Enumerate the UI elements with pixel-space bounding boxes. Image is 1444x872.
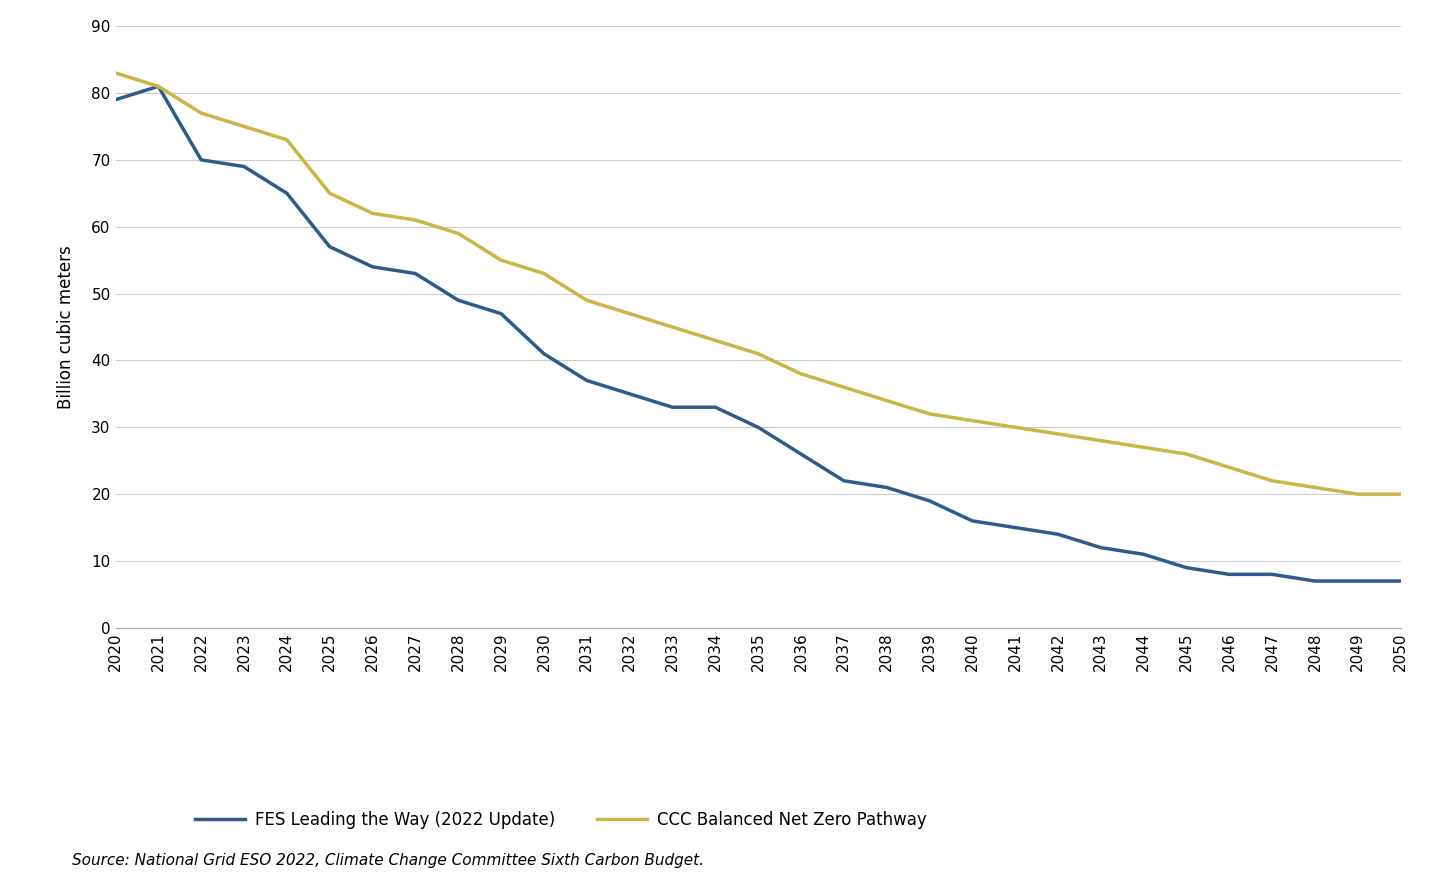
CCC Balanced Net Zero Pathway [621,309,638,319]
CCC Balanced Net Zero Pathway [364,208,381,219]
CCC Balanced Net Zero Pathway [1092,435,1109,446]
CCC Balanced Net Zero Pathway [235,121,253,132]
CCC Balanced Net Zero Pathway [321,188,338,199]
CCC Balanced Net Zero Pathway [835,382,852,392]
FES Leading the Way (2022 Update) [1307,576,1324,586]
FES Leading the Way (2022 Update) [878,482,895,493]
FES Leading the Way (2022 Update) [150,81,168,92]
CCC Balanced Net Zero Pathway [536,269,553,279]
CCC Balanced Net Zero Pathway [1307,482,1324,493]
FES Leading the Way (2022 Update) [793,449,810,460]
Line: CCC Balanced Net Zero Pathway: CCC Balanced Net Zero Pathway [116,73,1401,494]
CCC Balanced Net Zero Pathway [1392,489,1409,500]
FES Leading the Way (2022 Update) [1092,542,1109,553]
Text: Source: National Grid ESO 2022, Climate Change Committee Sixth Carbon Budget.: Source: National Grid ESO 2022, Climate … [72,853,705,868]
CCC Balanced Net Zero Pathway [921,409,939,419]
Line: FES Leading the Way (2022 Update): FES Leading the Way (2022 Update) [116,86,1401,581]
Legend: FES Leading the Way (2022 Update), CCC Balanced Net Zero Pathway: FES Leading the Way (2022 Update), CCC B… [188,805,933,836]
CCC Balanced Net Zero Pathway [492,255,510,265]
FES Leading the Way (2022 Update) [835,475,852,486]
FES Leading the Way (2022 Update) [536,349,553,359]
FES Leading the Way (2022 Update) [492,309,510,319]
FES Leading the Way (2022 Update) [279,188,296,199]
CCC Balanced Net Zero Pathway [878,395,895,405]
FES Leading the Way (2022 Update) [706,402,723,412]
FES Leading the Way (2022 Update) [621,389,638,399]
CCC Balanced Net Zero Pathway [1349,489,1366,500]
FES Leading the Way (2022 Update) [749,422,767,433]
CCC Balanced Net Zero Pathway [107,68,124,78]
CCC Balanced Net Zero Pathway [706,335,723,345]
FES Leading the Way (2022 Update) [578,375,595,385]
CCC Balanced Net Zero Pathway [963,415,980,426]
FES Leading the Way (2022 Update) [1050,529,1067,540]
CCC Balanced Net Zero Pathway [749,349,767,359]
FES Leading the Way (2022 Update) [235,161,253,172]
CCC Balanced Net Zero Pathway [1178,449,1196,460]
CCC Balanced Net Zero Pathway [1264,475,1281,486]
FES Leading the Way (2022 Update) [449,295,466,305]
FES Leading the Way (2022 Update) [1392,576,1409,586]
FES Leading the Way (2022 Update) [364,262,381,272]
CCC Balanced Net Zero Pathway [150,81,168,92]
CCC Balanced Net Zero Pathway [1135,442,1152,453]
FES Leading the Way (2022 Update) [1178,562,1196,573]
FES Leading the Way (2022 Update) [192,154,209,165]
CCC Balanced Net Zero Pathway [664,322,682,332]
CCC Balanced Net Zero Pathway [449,228,466,239]
FES Leading the Way (2022 Update) [1264,569,1281,580]
CCC Balanced Net Zero Pathway [407,215,425,225]
Y-axis label: Billion cubic meters: Billion cubic meters [56,245,75,409]
CCC Balanced Net Zero Pathway [1220,462,1238,473]
CCC Balanced Net Zero Pathway [1050,429,1067,439]
FES Leading the Way (2022 Update) [107,94,124,105]
FES Leading the Way (2022 Update) [1135,549,1152,560]
FES Leading the Way (2022 Update) [1006,522,1024,533]
FES Leading the Way (2022 Update) [321,242,338,252]
FES Leading the Way (2022 Update) [963,515,980,526]
FES Leading the Way (2022 Update) [664,402,682,412]
FES Leading the Way (2022 Update) [1349,576,1366,586]
CCC Balanced Net Zero Pathway [279,134,296,145]
CCC Balanced Net Zero Pathway [578,295,595,305]
FES Leading the Way (2022 Update) [1220,569,1238,580]
CCC Balanced Net Zero Pathway [793,369,810,379]
CCC Balanced Net Zero Pathway [1006,422,1024,433]
FES Leading the Way (2022 Update) [407,269,425,279]
CCC Balanced Net Zero Pathway [192,108,209,119]
FES Leading the Way (2022 Update) [921,495,939,506]
